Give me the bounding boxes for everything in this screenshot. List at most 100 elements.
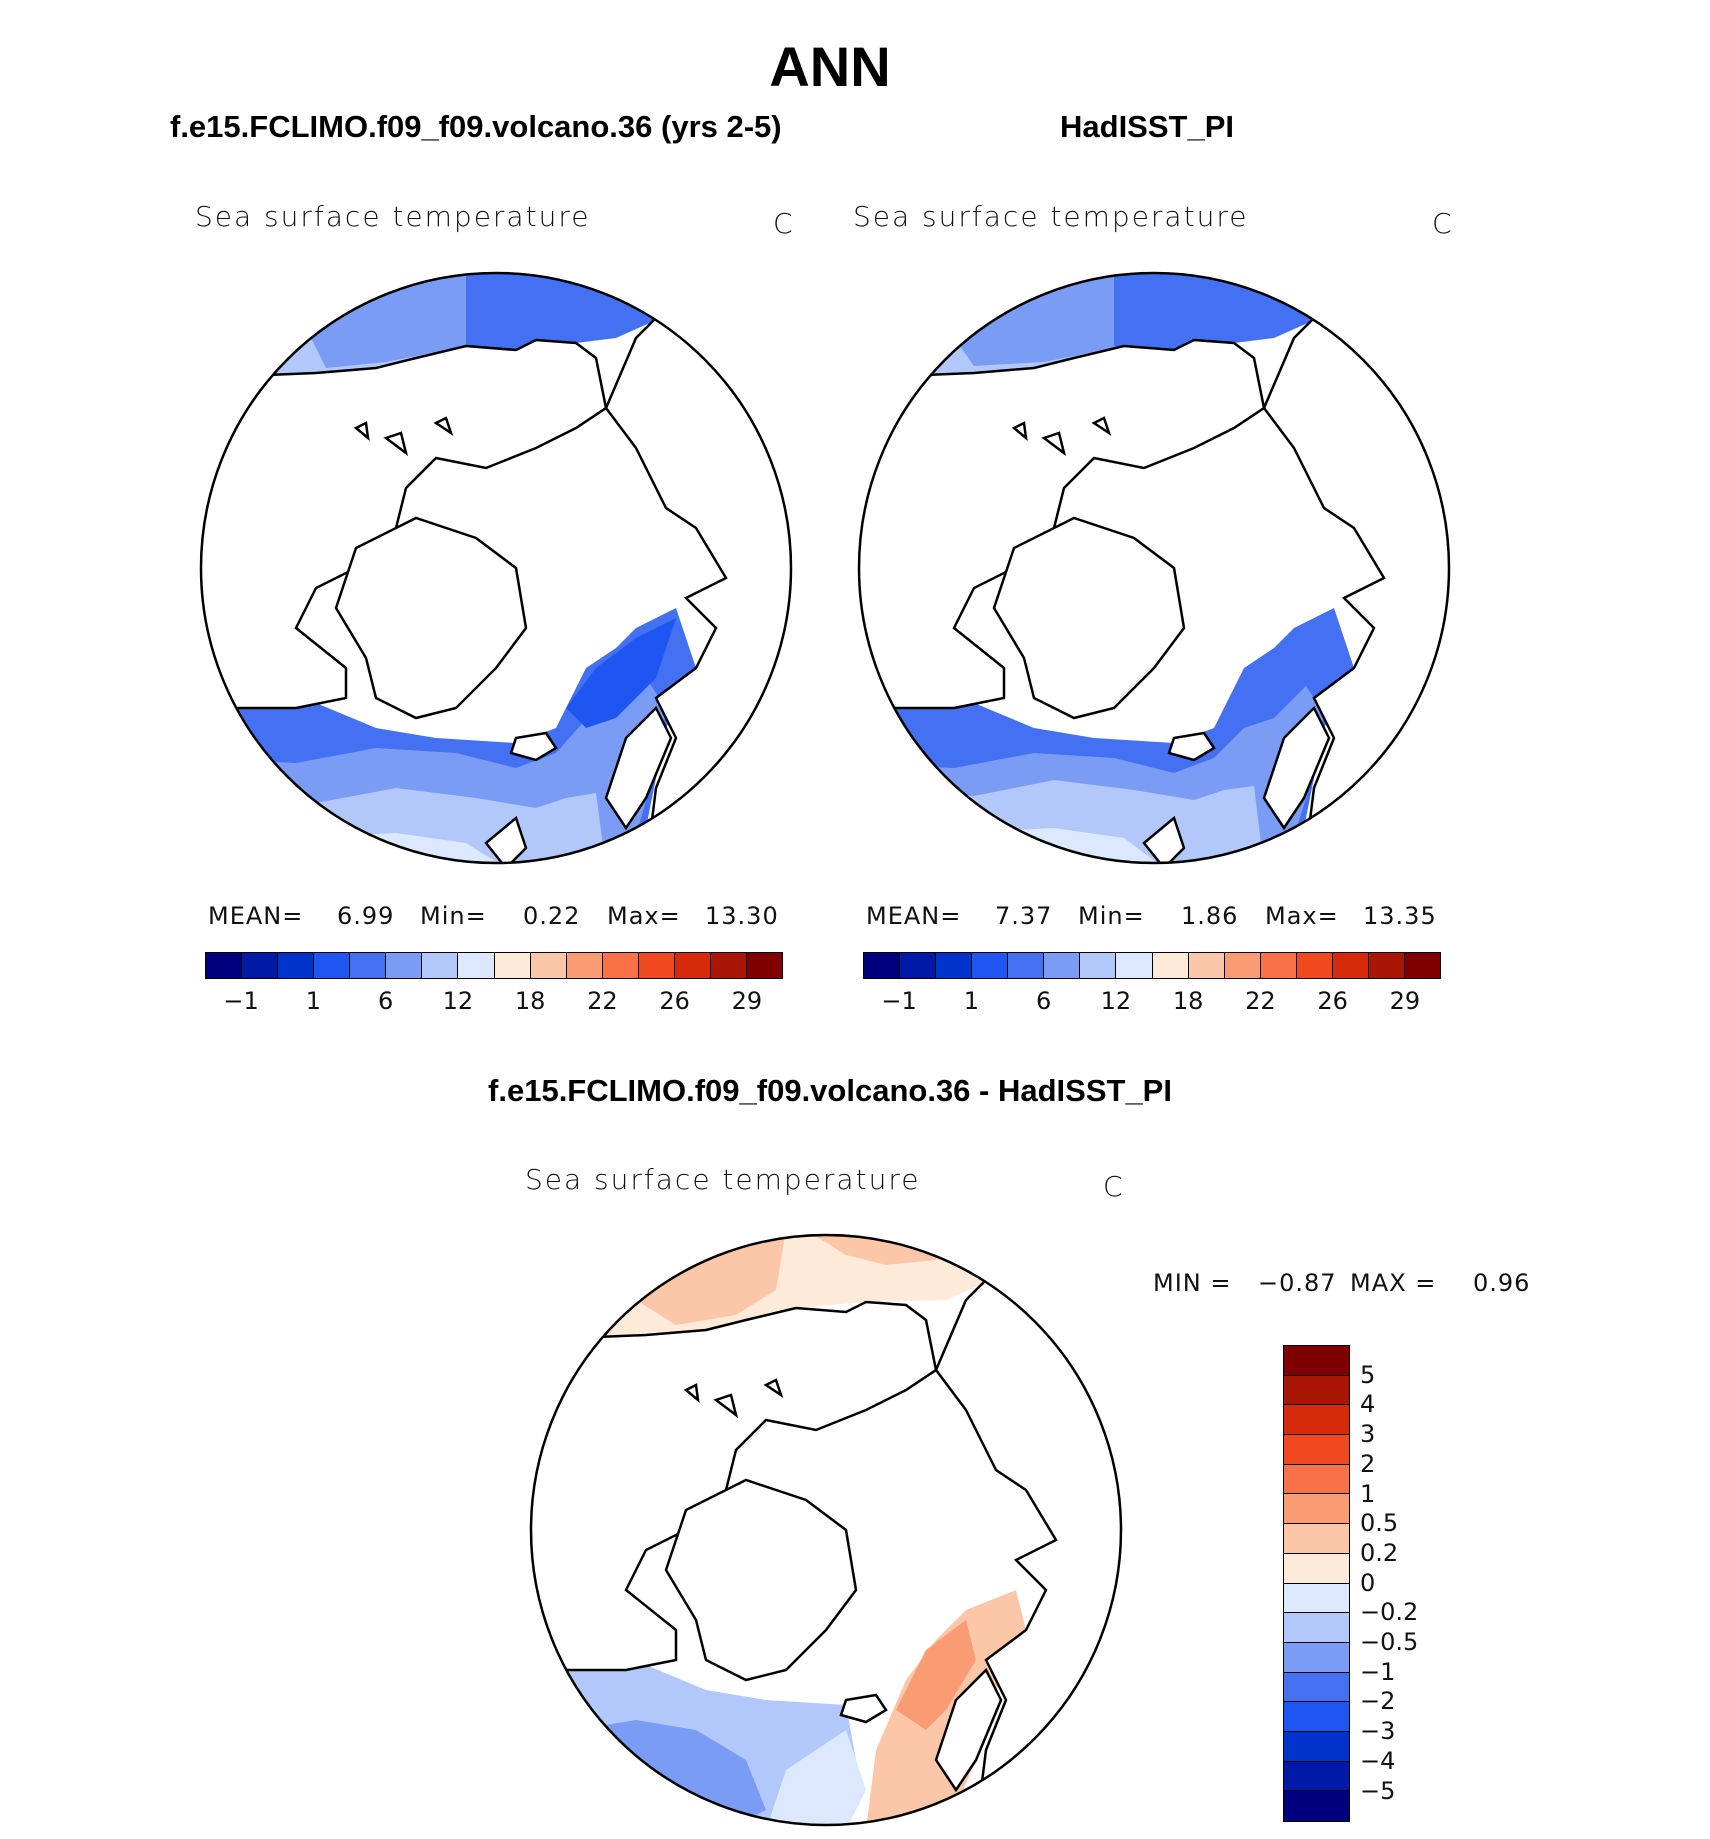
land-scandinavia xyxy=(1262,705,1331,831)
polar-map-difference xyxy=(529,1233,1123,1827)
min-value-left: 0.22 xyxy=(523,902,581,930)
colorbar-swatch xyxy=(1404,953,1440,978)
sst-norwegian xyxy=(566,618,676,728)
land-islands xyxy=(683,1378,784,1419)
colorbar-swatch xyxy=(1284,1642,1349,1673)
colorbar-tick-label: 26 xyxy=(1317,987,1348,1015)
land-islands xyxy=(353,416,454,457)
colorbar-swatch xyxy=(278,953,315,978)
max-label-difference: MAX = xyxy=(1350,1269,1437,1297)
colorbar-tick-label: 22 xyxy=(1245,987,1276,1015)
colorbar-swatch xyxy=(638,953,675,978)
colorbar-swatch xyxy=(1284,1375,1349,1406)
variable-label-left: Sea surface temperature xyxy=(195,200,591,233)
colorbar-left xyxy=(205,952,783,979)
anom-nordic-strong xyxy=(896,1620,976,1730)
colorbar-swatch xyxy=(350,953,387,978)
main-title: ANN xyxy=(769,35,891,98)
mean-value-right: 7.37 xyxy=(995,902,1053,930)
panel-title-right: HadISST_PI xyxy=(1060,109,1234,144)
colorbar-tick-label: 12 xyxy=(442,987,474,1015)
colorbar-swatch xyxy=(1044,953,1081,978)
colorbar-tick-label: −3 xyxy=(1360,1717,1396,1746)
mean-label-right: MEAN= xyxy=(866,902,962,930)
colorbar-swatch xyxy=(1284,1346,1349,1376)
colorbar-tick-label: −0.5 xyxy=(1360,1628,1419,1656)
sst-okhotsk xyxy=(1354,298,1404,346)
panel-title-difference: f.e15.FCLIMO.f09_f09.volcano.36 - HadISS… xyxy=(488,1073,1172,1108)
colorbar-swatch xyxy=(314,953,351,978)
colorbar-tick-label: 12 xyxy=(1100,987,1132,1015)
colorbar-swatch xyxy=(936,953,973,978)
colorbar-tick-label: 6 xyxy=(1035,987,1052,1015)
polar-map-right xyxy=(857,271,1451,865)
colorbar-swatch xyxy=(1296,953,1333,978)
units-label-left: C xyxy=(773,207,795,240)
colorbar-swatch xyxy=(422,953,459,978)
colorbar-tick-label: −0.2 xyxy=(1360,1598,1419,1627)
max-value-right: 13.35 xyxy=(1363,902,1437,930)
colorbar-swatch xyxy=(1260,953,1297,978)
panel-title-left: f.e15.FCLIMO.f09_f09.volcano.36 (yrs 2-5… xyxy=(170,109,782,144)
colorbar-tick-label: 1 xyxy=(305,987,322,1015)
colorbar-tick-label: 5 xyxy=(1360,1360,1376,1389)
colorbar-swatch xyxy=(1284,1464,1349,1495)
colorbar-tick-label: 0.5 xyxy=(1360,1509,1399,1538)
land-islands xyxy=(1011,416,1112,457)
min-label-right: Min= xyxy=(1078,902,1145,930)
colorbar-tick-label: 2 xyxy=(1360,1449,1376,1478)
colorbar-tick-label: 6 xyxy=(377,987,394,1015)
colorbar-swatch xyxy=(1284,1524,1349,1554)
colorbar-tick-label: −4 xyxy=(1360,1746,1396,1775)
max-value-difference: 0.96 xyxy=(1473,1269,1531,1297)
colorbar-tick-label: 29 xyxy=(731,987,763,1015)
colorbar-swatch xyxy=(1152,953,1189,978)
colorbar-tick-label: −1 xyxy=(1360,1657,1396,1686)
colorbar-swatch xyxy=(1284,1761,1349,1792)
colorbar-tick-label: 0 xyxy=(1360,1568,1376,1597)
land-north-america xyxy=(859,338,1266,710)
colorbar-tick-label: 22 xyxy=(587,987,618,1015)
colorbar-swatch xyxy=(1284,1553,1349,1584)
colorbar-swatch xyxy=(1284,1672,1349,1703)
max-label-left: Max= xyxy=(607,902,681,930)
colorbar-swatch xyxy=(602,953,639,978)
colorbar-tick-label: 1 xyxy=(1360,1479,1376,1508)
colorbar-swatch xyxy=(1332,953,1369,978)
colorbar-swatch xyxy=(458,953,495,978)
min-value-right: 1.86 xyxy=(1181,902,1239,930)
land-greenland xyxy=(334,516,528,720)
polar-map-left xyxy=(199,271,793,865)
land-north-america xyxy=(201,338,608,710)
min-label-difference: MIN = xyxy=(1153,1269,1232,1297)
colorbar-swatch xyxy=(386,953,423,978)
land-greenland xyxy=(992,516,1186,720)
variable-label-difference: Sea surface temperature xyxy=(525,1163,921,1196)
sst-norwegian xyxy=(1224,618,1334,728)
colorbar-tick-label: 4 xyxy=(1360,1390,1376,1419)
variable-label-right: Sea surface temperature xyxy=(853,200,1249,233)
colorbar-tick-label: 18 xyxy=(514,987,546,1015)
colorbar-swatch xyxy=(1284,1731,1349,1762)
colorbar-swatch xyxy=(674,953,711,978)
colorbar-swatch xyxy=(1116,953,1153,978)
colorbar-swatch xyxy=(900,953,937,978)
land-north-america xyxy=(531,1300,938,1672)
map-boundary xyxy=(529,1233,1123,1827)
colorbar-tick-label: −1 xyxy=(223,987,259,1015)
max-label-right: Max= xyxy=(1265,902,1339,930)
land-iceland xyxy=(509,731,558,762)
colorbar-tick-label: −5 xyxy=(1360,1776,1396,1805)
colorbar-tick-label: 29 xyxy=(1389,987,1421,1015)
colorbar-swatch xyxy=(710,953,747,978)
colorbar-swatch xyxy=(864,953,901,978)
colorbar-swatch xyxy=(1080,953,1117,978)
colorbar-swatch xyxy=(746,953,782,978)
colorbar-swatch xyxy=(1224,953,1261,978)
land-iceland xyxy=(839,1693,888,1724)
colorbar-swatch xyxy=(1368,953,1405,978)
land-iceland xyxy=(1167,731,1216,762)
units-label-right: C xyxy=(1432,207,1454,240)
mean-label-left: MEAN= xyxy=(208,902,304,930)
mean-value-left: 6.99 xyxy=(337,902,395,930)
